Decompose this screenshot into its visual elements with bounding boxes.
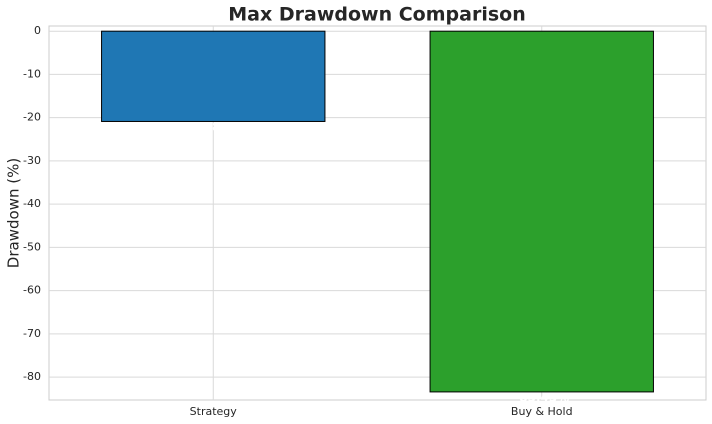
y-tick-label: -40 <box>23 197 41 210</box>
y-tick-label: -10 <box>23 67 41 80</box>
value-label: -20.88% <box>186 120 241 134</box>
x-tick-label: Buy & Hold <box>511 405 573 418</box>
y-tick-label: -50 <box>23 240 41 253</box>
y-axis-label: Drawdown (%) <box>5 158 23 268</box>
y-tick-label: -30 <box>23 154 41 167</box>
y-tick-label: -80 <box>23 370 41 383</box>
bar <box>101 30 326 122</box>
chart-title: Max Drawdown Comparison <box>228 4 525 26</box>
x-tick-label: Strategy <box>190 405 238 418</box>
bar <box>429 30 654 393</box>
y-tick-label: -20 <box>23 111 41 124</box>
y-tick-label: -60 <box>23 284 41 297</box>
value-label: -83.43% <box>514 390 569 404</box>
y-tick-label: -70 <box>23 327 41 340</box>
y-tick-label: 0 <box>34 24 41 37</box>
